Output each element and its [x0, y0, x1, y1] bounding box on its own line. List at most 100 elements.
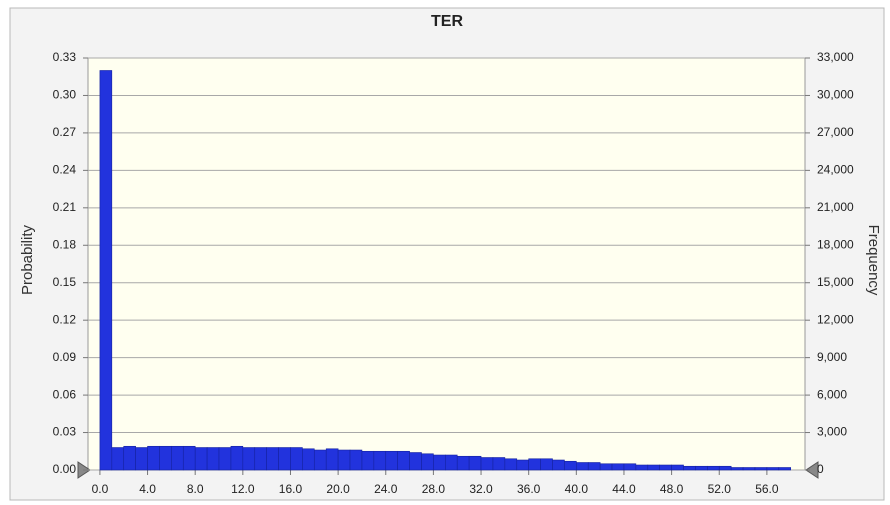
bar	[695, 465, 708, 471]
bar	[492, 457, 506, 471]
y2-tick-label: 27,000	[817, 125, 854, 139]
x-tick-label: 28.0	[422, 482, 446, 496]
bar	[742, 467, 756, 471]
bar	[718, 465, 732, 471]
bar	[456, 455, 470, 471]
y2-tick-label: 12,000	[817, 312, 854, 326]
x-tick-label: 20.0	[326, 482, 350, 496]
y2-tick-label: 21,000	[817, 200, 854, 214]
x-tick-label: 44.0	[612, 482, 636, 496]
bar	[754, 467, 768, 471]
y-axis-title: Probability	[19, 224, 36, 295]
chart-title: TER	[431, 13, 463, 30]
bar	[325, 448, 339, 471]
y-tick-label: 0.24	[53, 163, 77, 177]
bar	[182, 445, 196, 471]
y2-tick-label: 18,000	[817, 237, 854, 251]
y-tick-label: 0.33	[53, 50, 77, 64]
bar	[659, 464, 672, 471]
x-tick-label: 0.0	[92, 482, 109, 496]
bar	[540, 458, 553, 471]
x-tick-label: 56.0	[755, 482, 779, 496]
bar	[123, 445, 136, 471]
y2-tick-label: 0	[817, 462, 824, 476]
bar	[242, 447, 256, 471]
bar	[611, 463, 625, 471]
bar	[623, 463, 637, 471]
y2-axis-title: Frequency	[865, 225, 882, 296]
bar	[218, 447, 232, 471]
bar	[587, 462, 601, 471]
bar	[337, 449, 351, 471]
bar	[99, 70, 113, 471]
bar	[778, 467, 792, 471]
bar	[230, 445, 244, 471]
bar	[361, 450, 375, 471]
y2-tick-label: 15,000	[817, 275, 854, 289]
y2-tick-label: 33,000	[817, 50, 854, 64]
bar	[254, 447, 267, 471]
bar	[576, 462, 589, 471]
bar	[421, 453, 434, 471]
bar	[349, 449, 363, 471]
bar	[445, 454, 458, 471]
plot-area	[87, 57, 806, 471]
x-tick-label: 12.0	[231, 482, 255, 496]
y2-tick-label: 30,000	[817, 88, 854, 102]
bar	[302, 448, 315, 471]
bar	[433, 454, 446, 471]
bar	[516, 459, 529, 471]
y-tick-label: 0.27	[53, 125, 77, 139]
bar	[397, 450, 410, 471]
bar	[373, 450, 387, 471]
x-tick-label: 52.0	[708, 482, 732, 496]
y-tick-label: 0.06	[53, 387, 77, 401]
bar	[135, 447, 148, 471]
x-tick-label: 24.0	[374, 482, 398, 496]
y2-tick-label: 6,000	[817, 387, 847, 401]
bar	[409, 452, 422, 471]
bar	[468, 455, 482, 471]
bar	[159, 445, 172, 471]
x-tick-label: 32.0	[469, 482, 493, 496]
y2-tick-label: 24,000	[817, 163, 854, 177]
y-tick-label: 0.21	[53, 200, 77, 214]
x-tick-label: 16.0	[279, 482, 303, 496]
bar	[730, 467, 744, 471]
y-tick-label: 0.30	[53, 88, 77, 102]
bar	[206, 447, 220, 471]
bar	[111, 447, 125, 471]
x-tick-label: 48.0	[660, 482, 684, 496]
bar	[171, 445, 184, 471]
y-tick-label: 0.12	[53, 312, 77, 326]
bar	[528, 458, 541, 471]
x-tick-label: 36.0	[517, 482, 541, 496]
bar	[194, 447, 208, 471]
y2-tick-label: 9,000	[817, 350, 847, 364]
x-tick-label: 40.0	[565, 482, 589, 496]
right-slider[interactable]	[805, 461, 819, 479]
x-tick-label: 8.0	[187, 482, 204, 496]
bar	[671, 464, 684, 471]
bar	[313, 449, 327, 471]
bar	[766, 467, 780, 471]
y-tick-label: 0.03	[53, 425, 77, 439]
bar	[504, 458, 518, 471]
y-tick-label: 0.15	[53, 275, 77, 289]
bar	[635, 464, 649, 471]
y-tick-label: 0.00	[53, 462, 77, 476]
bar	[278, 447, 291, 471]
bar	[385, 450, 398, 471]
bar	[683, 465, 696, 471]
bar	[707, 465, 720, 471]
bar	[552, 459, 565, 471]
y-tick-label: 0.18	[53, 237, 77, 251]
y-tick-label: 0.09	[53, 350, 77, 364]
bar	[147, 445, 160, 471]
bar	[266, 447, 279, 471]
bar	[647, 464, 660, 471]
bar	[564, 460, 577, 471]
bar	[599, 463, 613, 471]
